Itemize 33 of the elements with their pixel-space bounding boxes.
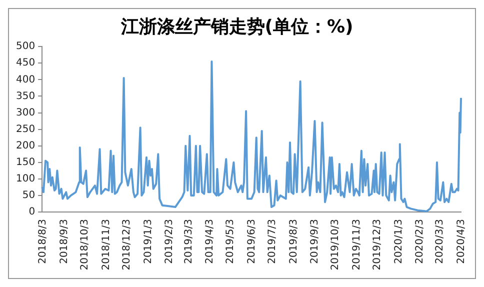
x-tick-label: 2020/1/3 — [393, 219, 404, 264]
x-tick-label: 2018/12/3 — [121, 219, 132, 270]
x-tick-label: 2019/8/3 — [288, 219, 300, 264]
y-tick-label: 450 — [16, 58, 36, 69]
x-tick-label: 2020/3/3 — [434, 219, 446, 264]
x-tick-label: 2018/11/3 — [100, 219, 112, 270]
x-tick-label: 2019/1/3 — [142, 219, 154, 264]
y-tick-label: 100 — [16, 174, 36, 185]
x-tick-label: 2019/3/3 — [183, 219, 194, 264]
y-tick-label: 400 — [16, 74, 36, 86]
y-tick-label: 150 — [16, 156, 36, 168]
y-tick-label: 0 — [28, 206, 36, 218]
y-tick-label: 350 — [16, 90, 36, 102]
x-tick-label: 2020/4/3 — [456, 219, 467, 264]
x-tick-label: 2019/6/3 — [246, 219, 258, 264]
x-tick-label: 2020/2/3 — [414, 219, 426, 264]
x-tick-label: 2018/10/3 — [80, 219, 91, 270]
chart-title: 江浙涤丝产销走势(单位：%) — [120, 16, 354, 38]
y-tick-label: 250 — [16, 124, 36, 135]
y-tick-label: 50 — [22, 190, 36, 202]
x-tick-label: 2019/7/3 — [267, 219, 278, 264]
x-tick-label: 2019/4/3 — [204, 219, 216, 264]
x-tick-label: 2019/9/3 — [310, 219, 321, 264]
x-tick-label: 2018/9/3 — [58, 219, 70, 264]
y-tick-label: 300 — [16, 107, 36, 118]
x-tick-label: 2019/11/3 — [352, 219, 363, 270]
y-tick-label: 200 — [16, 140, 36, 152]
x-tick-label: 2018/8/3 — [38, 219, 49, 264]
x-tick-label: 2019/2/3 — [164, 219, 176, 264]
y-tick-label: 500 — [16, 41, 36, 52]
x-tick-label: 2019/10/3 — [330, 219, 342, 270]
x-tick-label: 2019/12/3 — [372, 219, 384, 270]
x-tick-label: 2019/5/3 — [225, 219, 236, 264]
